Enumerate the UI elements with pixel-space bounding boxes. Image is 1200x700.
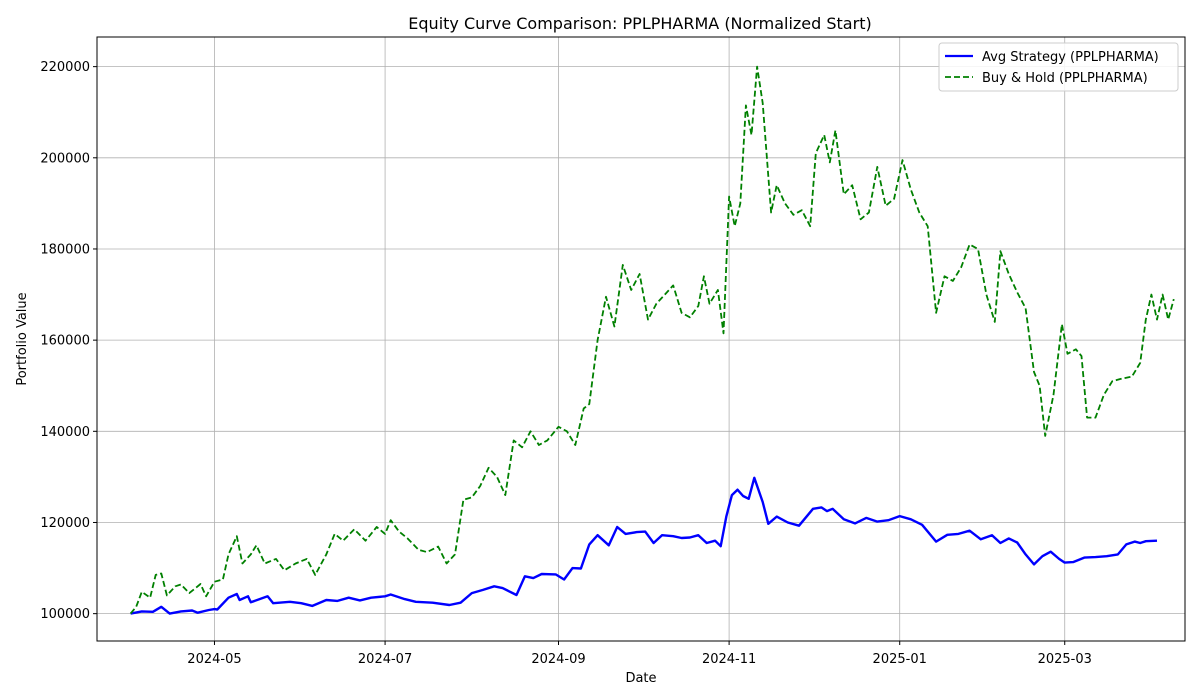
y-tick-label: 160000 — [40, 334, 90, 349]
series-line-avg-strategy — [130, 476, 1158, 615]
y-tick-label: 120000 — [40, 516, 90, 531]
y-tick-label: 180000 — [40, 242, 90, 257]
legend-box — [938, 42, 1179, 92]
series-line-buy-hold — [129, 65, 1175, 615]
x-tick-label: 2025-03 — [1038, 652, 1092, 667]
series-layer — [129, 65, 1175, 615]
x-tick-label: 2024-09 — [531, 652, 585, 667]
x-tick-label: 2024-07 — [358, 652, 412, 667]
plot-frame — [96, 36, 1186, 642]
y-axis-label: Portfolio Value — [15, 292, 30, 385]
legend-label-avg-strategy: Avg Strategy (PPLPHARMA) — [982, 50, 1159, 65]
tick-layer: 100000 120000 140000 160000 180000 200000 2200… — [40, 60, 1092, 667]
x-tick-label: 2024-05 — [187, 652, 241, 667]
y-tick-label: 200000 — [40, 151, 90, 166]
x-tick-label: 2024-11 — [702, 652, 756, 667]
legend-label-buy-hold: Buy & Hold (PPLPHARMA) — [982, 71, 1148, 86]
y-tick-label: 220000 — [40, 60, 90, 75]
x-tick-label: 2025-01 — [873, 652, 927, 667]
y-tick-label: 100000 — [40, 607, 90, 622]
chart-title: Equity Curve Comparison: PPLPHARMA (Norm… — [408, 14, 871, 33]
x-axis-label: Date — [625, 671, 656, 686]
legend: Avg Strategy (PPLPHARMA) Buy & Hold (PPL… — [938, 42, 1179, 92]
y-tick-label: 140000 — [40, 425, 90, 440]
